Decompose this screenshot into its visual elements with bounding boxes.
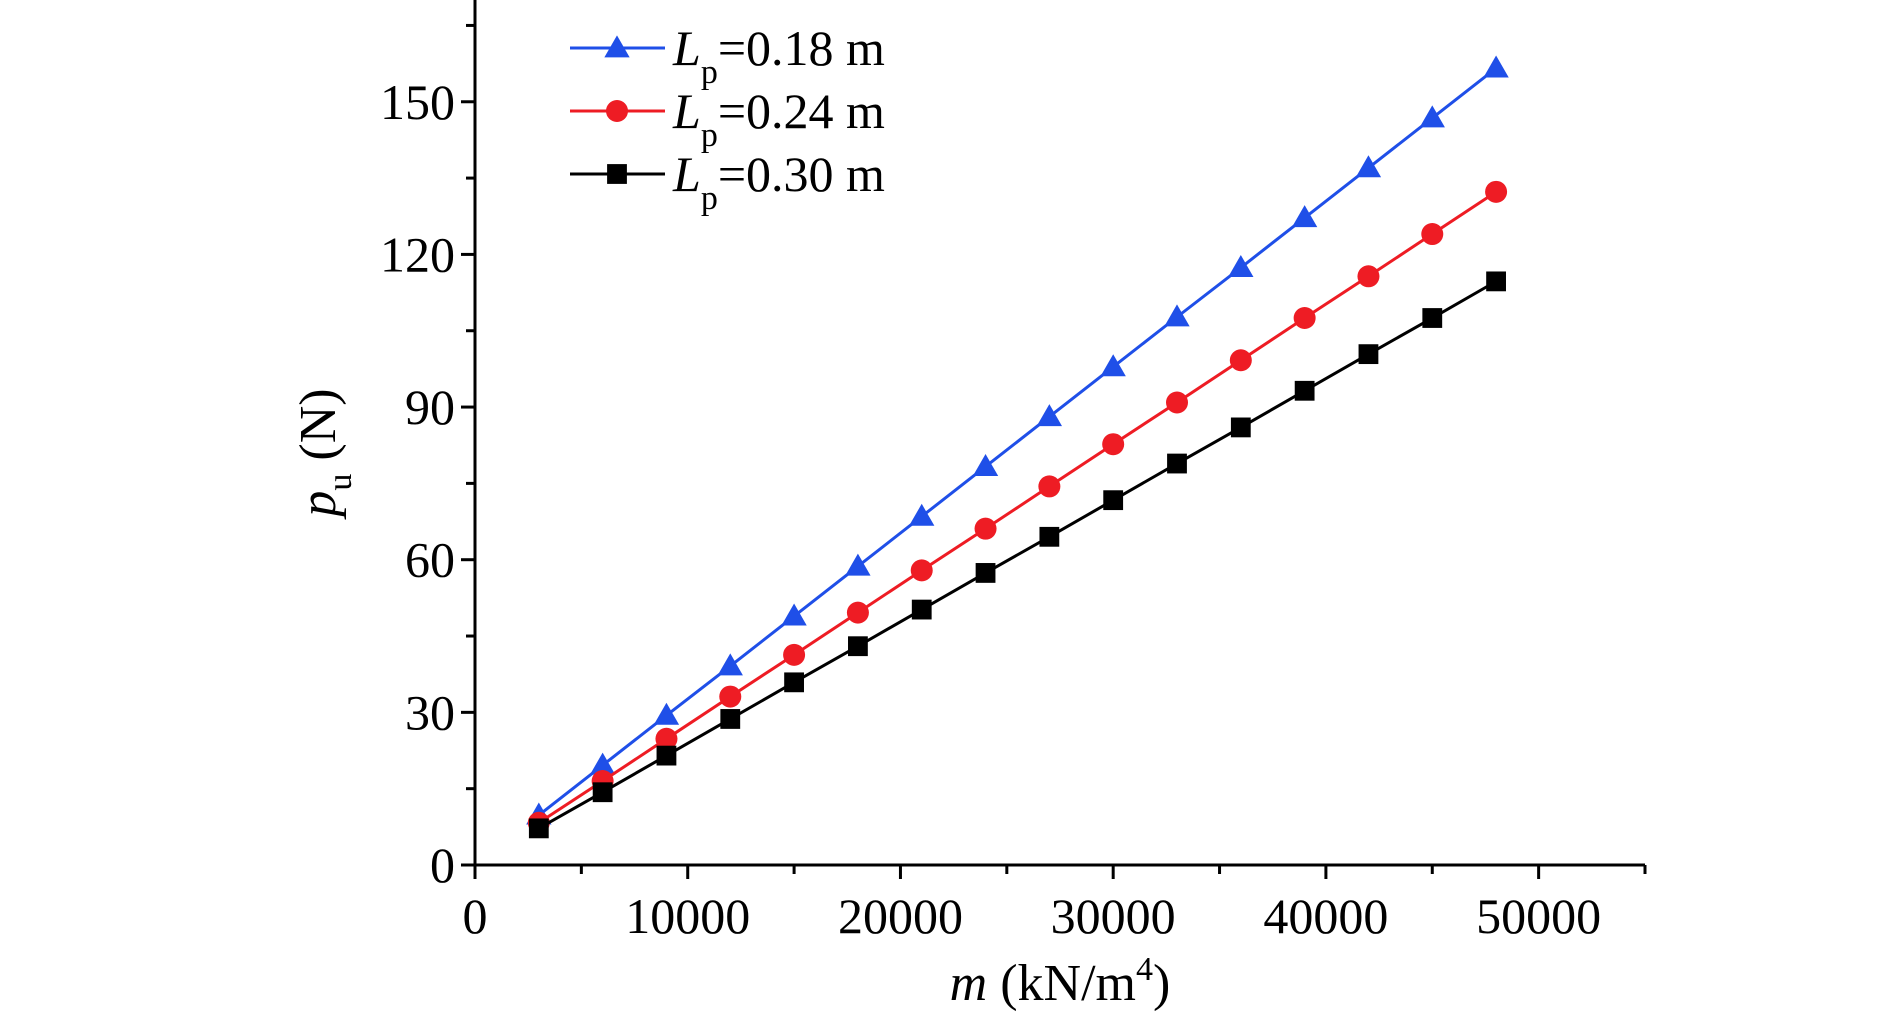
square-marker xyxy=(1422,308,1443,328)
circle-marker xyxy=(1485,180,1508,203)
square-marker xyxy=(1103,490,1124,511)
circle-marker xyxy=(606,100,628,122)
square-marker xyxy=(911,599,932,620)
square-marker xyxy=(656,745,677,766)
legend-label: Lp=0.18 m xyxy=(672,20,885,91)
circle-marker xyxy=(783,643,806,666)
series-line xyxy=(537,67,1498,817)
circle-marker xyxy=(974,517,997,540)
series-line xyxy=(537,190,1497,825)
legend-item: Lp=0.18 m xyxy=(570,20,885,91)
square-marker xyxy=(1039,526,1060,547)
legend-label: Lp=0.24 m xyxy=(672,83,885,154)
triangle-marker xyxy=(1483,55,1509,78)
x-tick-label: 20000 xyxy=(838,888,963,944)
circle-marker xyxy=(1421,223,1444,246)
axis-titles: m (kN/m4) pu (N) xyxy=(290,388,1170,1012)
y-tick-label: 150 xyxy=(380,74,455,130)
circle-marker xyxy=(1166,391,1188,414)
circle-marker xyxy=(719,685,742,708)
y-tick-label: 120 xyxy=(380,226,455,282)
triangle-marker xyxy=(1355,155,1382,178)
triangle-marker xyxy=(717,653,743,676)
square-marker xyxy=(848,636,868,657)
triangle-marker xyxy=(653,702,680,725)
legend-item: Lp=0.24 m xyxy=(570,83,885,154)
x-tick-label: 40000 xyxy=(1263,888,1388,944)
legend-item: Lp=0.30 m xyxy=(570,146,885,217)
circle-marker xyxy=(910,559,933,582)
y-tick-label: 60 xyxy=(405,532,455,588)
x-tick-label: 30000 xyxy=(1051,888,1176,944)
triangle-marker xyxy=(1036,404,1063,427)
circle-marker xyxy=(1357,265,1380,288)
legend: Lp=0.18 mLp=0.24 mLp=0.30 m xyxy=(570,20,885,217)
y-tick-label: 30 xyxy=(405,684,455,740)
square-marker xyxy=(1167,453,1187,474)
triangle-marker xyxy=(845,553,871,576)
circle-marker xyxy=(1102,433,1125,456)
square-marker xyxy=(975,563,996,583)
square-marker xyxy=(784,672,804,693)
x-tick-label: 0 xyxy=(463,888,488,944)
legend-label: Lp=0.30 m xyxy=(672,146,885,217)
triangle-marker xyxy=(589,752,616,775)
circle-marker xyxy=(655,727,678,750)
square-marker xyxy=(1486,271,1506,292)
triangle-marker xyxy=(972,453,999,476)
x-tick-label: 10000 xyxy=(625,888,750,944)
triangle-marker xyxy=(909,503,935,526)
series-3 xyxy=(528,271,1506,839)
circle-marker xyxy=(846,601,869,624)
circle-marker xyxy=(1229,349,1252,372)
series-2 xyxy=(527,180,1508,834)
square-marker xyxy=(720,709,741,729)
series-line xyxy=(538,280,1497,830)
y-axis-title: pu (N) xyxy=(290,388,359,520)
circle-marker xyxy=(1293,307,1316,330)
series-layer xyxy=(526,55,1509,839)
x-tick-label: 50000 xyxy=(1476,888,1601,944)
triangle-marker xyxy=(1164,304,1190,327)
x-axis-title: m (kN/m4) xyxy=(950,951,1171,1012)
triangle-marker xyxy=(1419,105,1445,128)
axes: 0 10000 20000 30000 40000 50000 0 30 60 90 120 150 xyxy=(380,0,1647,944)
triangle-marker xyxy=(1291,205,1318,228)
square-marker xyxy=(528,818,549,839)
y-tick-label: 0 xyxy=(430,837,455,893)
square-marker xyxy=(1294,380,1315,401)
y-tick-label: 90 xyxy=(405,379,455,435)
circle-marker xyxy=(1038,475,1061,498)
square-marker xyxy=(607,164,627,184)
triangle-marker xyxy=(604,35,630,58)
square-marker xyxy=(1230,417,1251,438)
series-1 xyxy=(526,55,1509,825)
square-marker xyxy=(1358,344,1379,365)
triangle-marker xyxy=(1228,254,1254,277)
square-marker xyxy=(592,782,613,803)
triangle-marker xyxy=(781,603,807,626)
triangle-marker xyxy=(1100,354,1126,377)
